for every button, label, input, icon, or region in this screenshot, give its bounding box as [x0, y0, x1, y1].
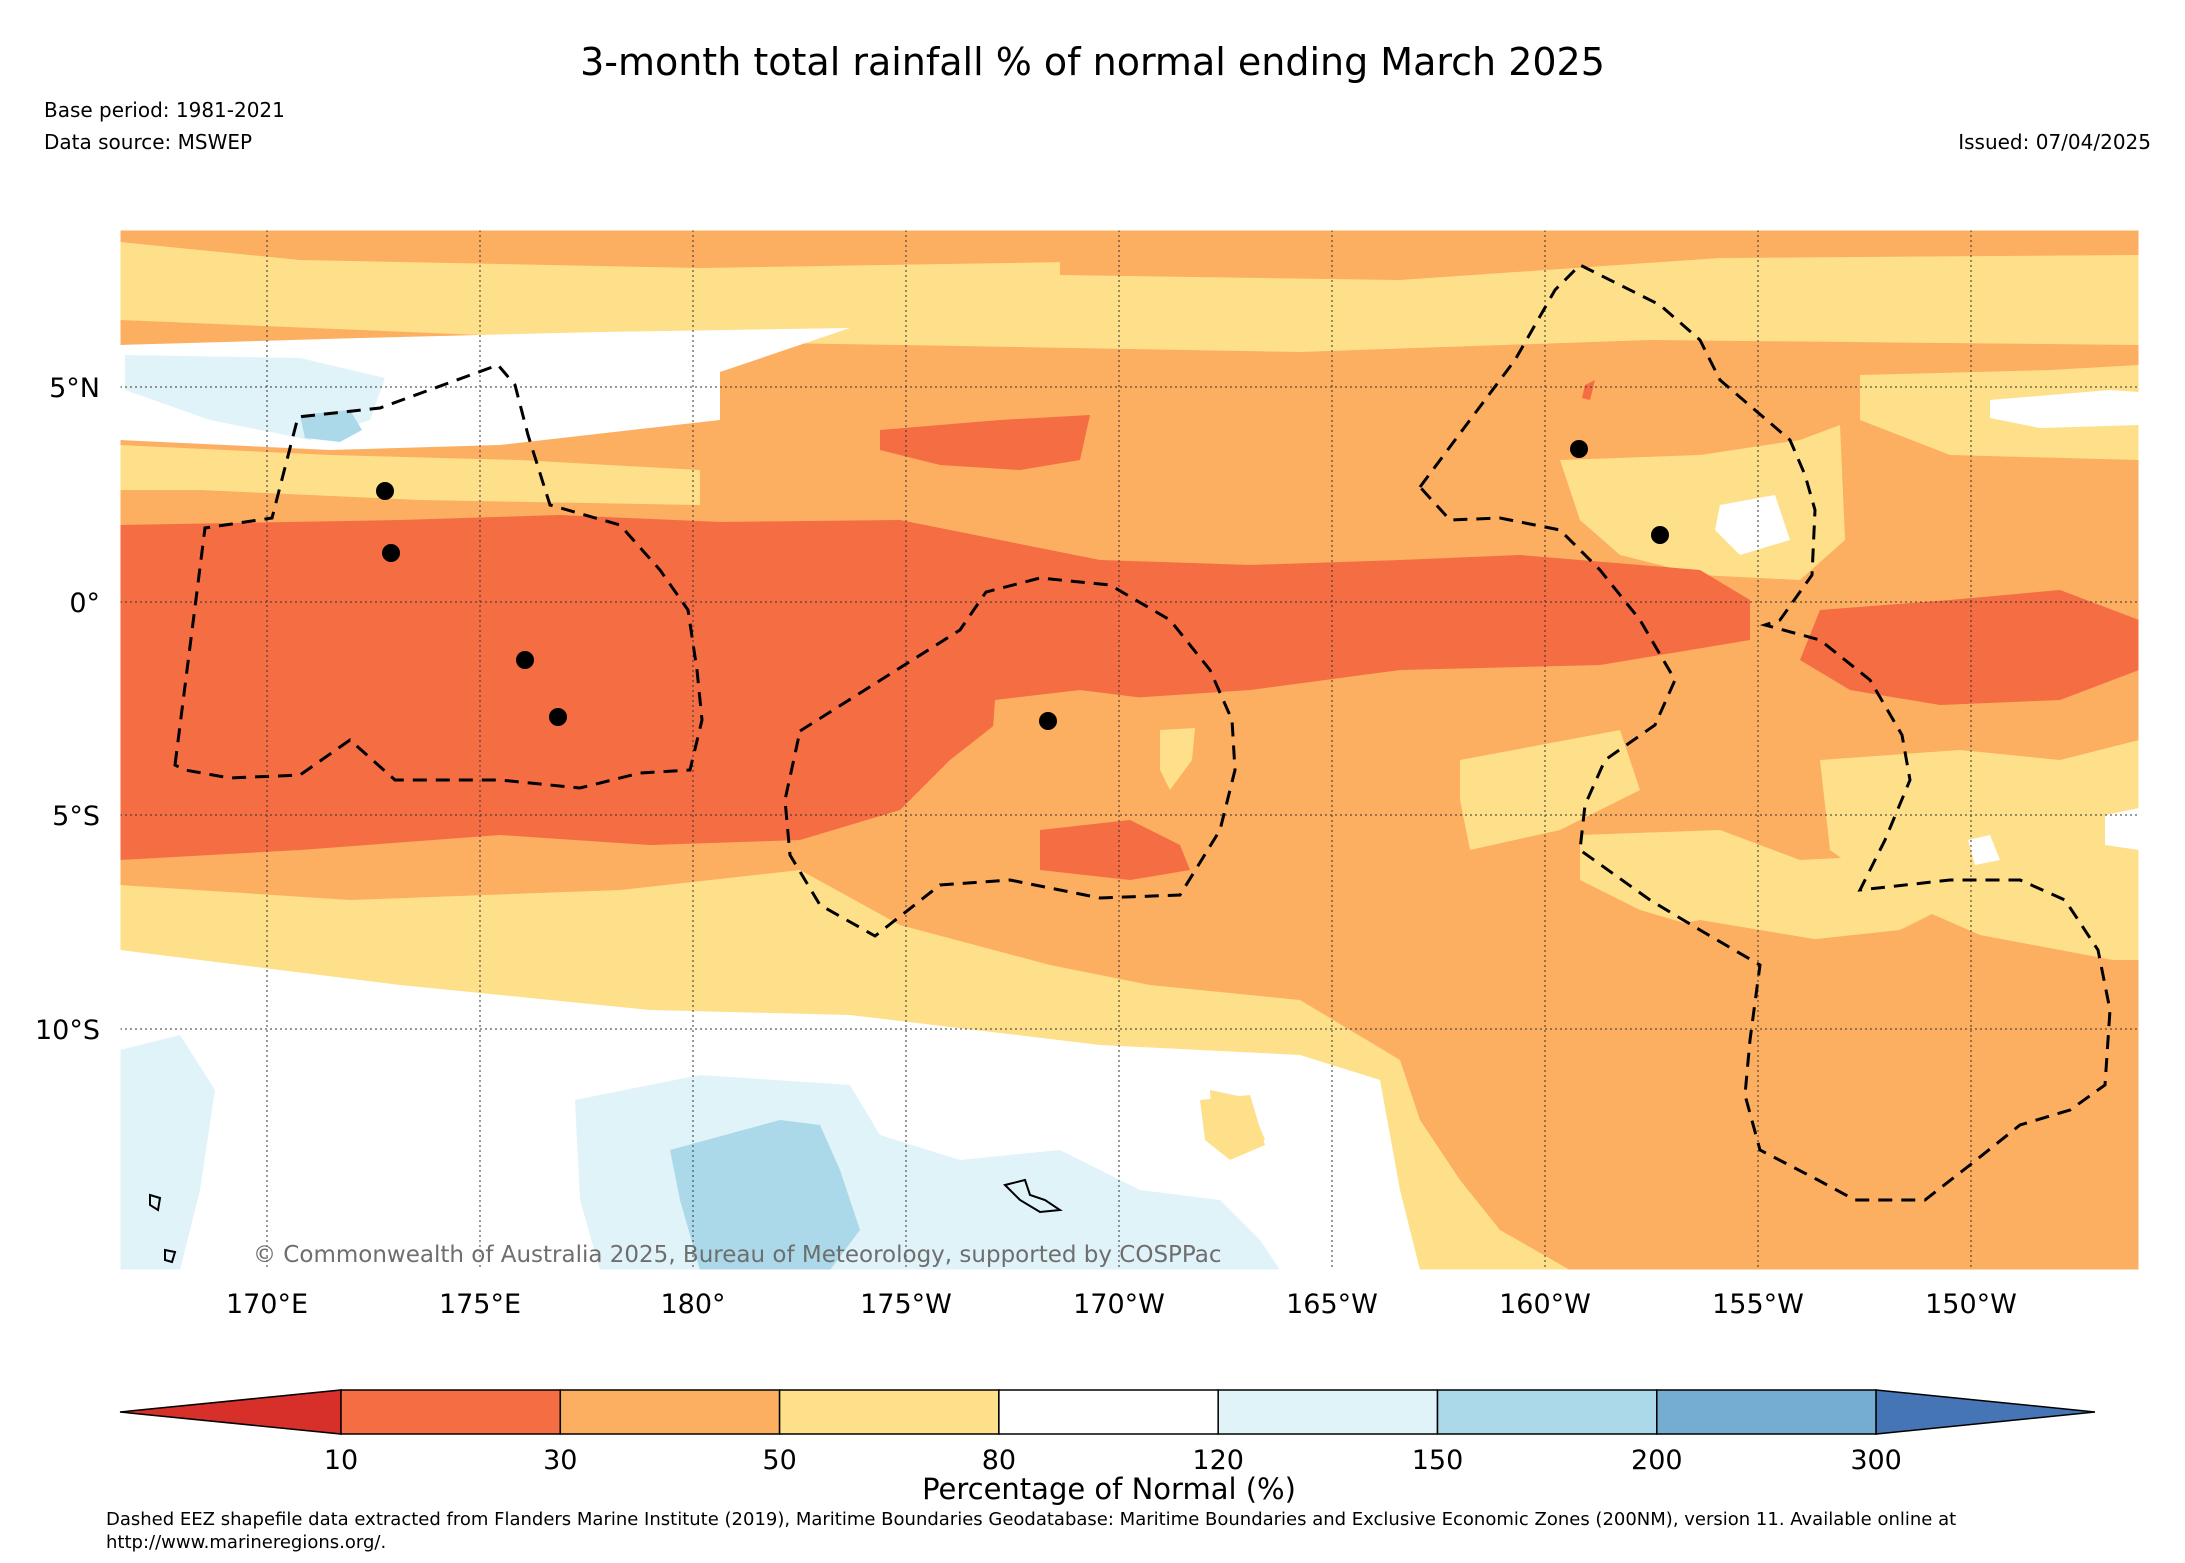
data-source: Data source: MSWEP — [44, 130, 253, 154]
lat-label: 5°S — [52, 801, 100, 832]
lat-labels: 5°N 0° 5°S 10°S — [35, 373, 100, 1046]
colorbar-tick-label: 150 — [1412, 1445, 1464, 1476]
colorbar-tick-label: 80 — [982, 1445, 1016, 1476]
eez-boundary-central — [783, 576, 1237, 938]
lon-label: 180° — [660, 1289, 725, 1320]
colorbar-tick-label: 30 — [543, 1445, 577, 1476]
eez-boundary-west — [173, 363, 704, 790]
lon-label: 165°W — [1286, 1289, 1378, 1320]
coastlines — [149, 1178, 1063, 1264]
colorbar-tick-label: 300 — [1850, 1445, 1902, 1476]
map-frame — [119, 229, 2140, 1271]
colorbar-tick-label: 200 — [1631, 1445, 1683, 1476]
island-markers — [376, 440, 1669, 730]
lon-label: 150°W — [1925, 1289, 2017, 1320]
island-dot — [549, 708, 567, 726]
colorbar-tick-label: 120 — [1192, 1445, 1244, 1476]
issued-date: Issued: 07/04/2025 — [1958, 130, 2151, 154]
island-dot — [516, 651, 534, 669]
island-outline — [149, 1193, 162, 1212]
colorbar-extend-high — [1875, 1389, 2096, 1435]
colorbar-segment — [340, 1389, 562, 1435]
wetter-area-south — [670, 1120, 860, 1270]
colorbar-ticks: 10 30 50 80 120 150 200 300 — [324, 1445, 1902, 1476]
colorbar-segment — [559, 1389, 781, 1435]
colorbar-segment — [1217, 1389, 1439, 1435]
lat-label: 5°N — [49, 373, 100, 404]
colorbar-segment — [1436, 1389, 1658, 1435]
dry-patch-north — [880, 415, 1090, 470]
colorbar-label: Percentage of Normal (%) — [922, 1472, 1296, 1506]
wet-area-southwest — [120, 1035, 215, 1270]
colorbar-segment — [1656, 1389, 1877, 1435]
lon-label: 160°W — [1499, 1289, 1591, 1320]
colorbar-tick-label: 10 — [324, 1445, 358, 1476]
lon-label: 175°W — [860, 1289, 952, 1320]
island-outline — [1003, 1178, 1063, 1214]
lon-labels: 170°E 175°E 180° 175°W 170°W 165°W 160°W… — [226, 1289, 2017, 1320]
island-outline — [164, 1248, 177, 1264]
grid-lines — [120, 230, 2139, 1270]
island-dot — [382, 544, 400, 562]
island-dot — [1651, 526, 1669, 544]
colorbar-tick-label: 50 — [762, 1445, 796, 1476]
lon-label: 175°E — [439, 1289, 521, 1320]
lat-label: 0° — [69, 588, 100, 619]
colorbar-segment — [998, 1389, 1219, 1435]
eez-boundaries — [173, 263, 2112, 1202]
colorbar — [119, 1389, 2096, 1435]
eez-boundary-east — [1418, 263, 2112, 1202]
island-dot — [1570, 440, 1588, 458]
lon-label: 155°W — [1712, 1289, 1804, 1320]
rainfall-field — [120, 230, 2139, 1270]
rain-band-10-30 — [120, 515, 1750, 860]
island-dot — [1039, 712, 1057, 730]
lon-label: 170°W — [1073, 1289, 1165, 1320]
island-dot — [376, 482, 394, 500]
lon-label: 170°E — [226, 1289, 308, 1320]
base-period: Base period: 1981-2021 — [44, 98, 285, 122]
lat-label: 10°S — [35, 1015, 100, 1046]
map-title: 3-month total rainfall % of normal endin… — [580, 40, 1605, 84]
eez-footnote: Dashed EEZ shapefile data extracted from… — [106, 1509, 1957, 1553]
copyright-watermark: © Commonwealth of Australia 2025, Bureau… — [253, 1242, 1222, 1268]
colorbar-segment — [778, 1389, 1000, 1435]
colorbar-extend-low — [119, 1389, 342, 1435]
